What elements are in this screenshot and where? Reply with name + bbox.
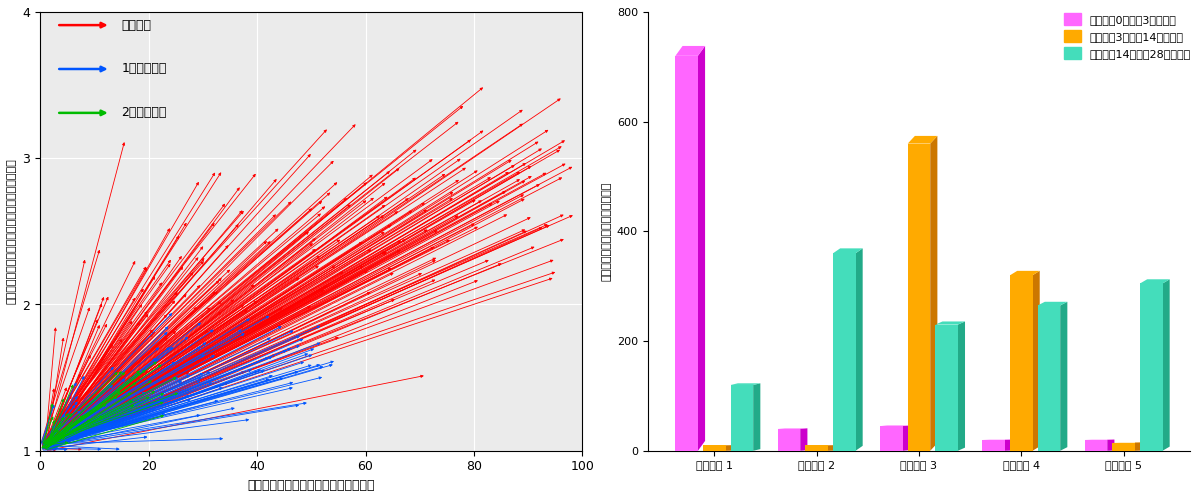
Y-axis label: 各反応タイプに該当する粒子の数: 各反応タイプに該当する粒子の数 (601, 182, 611, 281)
Polygon shape (703, 445, 726, 451)
Polygon shape (1112, 443, 1135, 451)
Polygon shape (676, 56, 698, 451)
Polygon shape (902, 426, 910, 451)
Polygon shape (983, 440, 1004, 451)
Polygon shape (1032, 271, 1039, 451)
Polygon shape (726, 445, 733, 451)
Polygon shape (778, 428, 808, 429)
Polygon shape (800, 428, 808, 451)
Polygon shape (805, 445, 828, 451)
Text: 2価の硫化銅: 2価の硫化銅 (121, 106, 167, 119)
Polygon shape (1038, 305, 1060, 451)
Polygon shape (1010, 271, 1039, 275)
Polygon shape (935, 321, 965, 325)
Y-axis label: 粒子内の各銅化学種の密度分布に対する四分位比: 粒子内の各銅化学種の密度分布に対する四分位比 (7, 159, 17, 304)
Polygon shape (1108, 440, 1115, 451)
Polygon shape (1004, 440, 1012, 451)
Polygon shape (698, 46, 706, 451)
Polygon shape (1140, 279, 1170, 283)
Polygon shape (731, 383, 761, 385)
Polygon shape (731, 385, 754, 451)
Polygon shape (1060, 302, 1067, 451)
Legend: 老化時間0日から3日の変化, 老化時間3日から14日の変化, 老化時間14日から28日の変化: 老化時間0日から3日の変化, 老化時間3日から14日の変化, 老化時間14日から… (1060, 8, 1195, 63)
Polygon shape (828, 445, 835, 451)
Polygon shape (1038, 302, 1067, 305)
Polygon shape (935, 325, 958, 451)
Polygon shape (676, 46, 706, 56)
Polygon shape (833, 253, 856, 451)
Polygon shape (907, 136, 937, 144)
Polygon shape (1140, 283, 1163, 451)
Polygon shape (907, 144, 930, 451)
Polygon shape (1163, 279, 1170, 451)
Polygon shape (880, 426, 902, 451)
Polygon shape (833, 249, 863, 253)
Polygon shape (930, 136, 937, 451)
Polygon shape (754, 383, 761, 451)
Polygon shape (1010, 275, 1032, 451)
Polygon shape (1135, 442, 1142, 451)
Text: 1価の硫化銅: 1価の硫化銅 (121, 62, 167, 75)
Polygon shape (958, 321, 965, 451)
Text: 真ちゅう: 真ちゅう (121, 18, 151, 31)
X-axis label: 粒子内の各銅化学種の質量パーセント: 粒子内の各銅化学種の質量パーセント (247, 479, 376, 492)
Polygon shape (856, 249, 863, 451)
Polygon shape (778, 429, 800, 451)
Polygon shape (1085, 440, 1108, 451)
